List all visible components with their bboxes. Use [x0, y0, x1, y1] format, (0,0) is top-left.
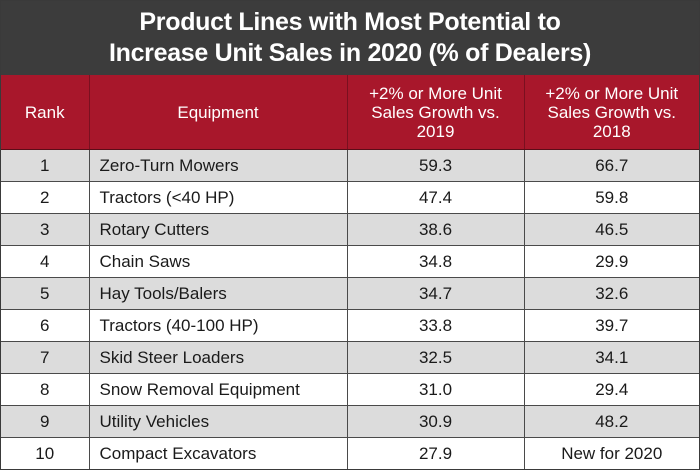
table-row: 3 Rotary Cutters 38.6 46.5	[1, 213, 699, 246]
table-row: 5 Hay Tools/Balers 34.7 32.6	[1, 277, 699, 310]
header-equipment: Equipment	[89, 75, 348, 150]
equipment-cell: Skid Steer Loaders	[89, 341, 348, 374]
rank-cell: 3	[1, 213, 90, 246]
header-row: Rank Equipment +2% or More Unit Sales Gr…	[1, 75, 699, 150]
rank-cell: 8	[1, 373, 90, 406]
rank-cell: 7	[1, 341, 90, 374]
table-row: 2 Tractors (<40 HP) 47.4 59.8	[1, 181, 699, 214]
data-table: Rank Equipment +2% or More Unit Sales Gr…	[1, 75, 699, 469]
rank-cell: 2	[1, 181, 90, 214]
equipment-cell: Snow Removal Equipment	[89, 373, 348, 406]
value-vs-2018-cell: 34.1	[524, 341, 699, 374]
rank-cell: 6	[1, 309, 90, 342]
table-row: 6 Tractors (40-100 HP) 33.8 39.7	[1, 309, 699, 342]
equipment-cell: Utility Vehicles	[89, 405, 348, 438]
value-vs-2019-cell: 34.7	[347, 277, 525, 310]
header-vs-2018: +2% or More Unit Sales Growth vs. 2018	[524, 75, 699, 150]
header-vs-2019: +2% or More Unit Sales Growth vs. 2019	[347, 75, 525, 150]
header-rank: Rank	[1, 75, 90, 150]
equipment-cell: Tractors (40-100 HP)	[89, 309, 348, 342]
value-vs-2019-cell: 31.0	[347, 373, 525, 406]
chart-title: Product Lines with Most Potential to Inc…	[1, 1, 699, 75]
table-row: 9 Utility Vehicles 30.9 48.2	[1, 405, 699, 438]
value-vs-2018-cell: 48.2	[524, 405, 699, 438]
value-vs-2018-cell: 29.9	[524, 245, 699, 278]
title-line-1: Product Lines with Most Potential to	[139, 8, 561, 36]
table-row: 8 Snow Removal Equipment 31.0 29.4	[1, 373, 699, 406]
value-vs-2019-cell: 30.9	[347, 405, 525, 438]
table-body: 1 Zero-Turn Mowers 59.3 66.7 2 Tractors (<40 …	[1, 149, 699, 469]
value-vs-2018-cell: 39.7	[524, 309, 699, 342]
table-row: 7 Skid Steer Loaders 32.5 34.1	[1, 341, 699, 374]
table-row: 10 Compact Excavators 27.9 New for 2020	[1, 437, 699, 469]
equipment-cell: Rotary Cutters	[89, 213, 348, 246]
equipment-cell: Zero-Turn Mowers	[89, 149, 348, 182]
value-vs-2019-cell: 34.8	[347, 245, 525, 278]
rank-cell: 5	[1, 277, 90, 310]
value-vs-2018-cell: 32.6	[524, 277, 699, 310]
equipment-cell: Chain Saws	[89, 245, 348, 278]
value-vs-2018-cell: 46.5	[524, 213, 699, 246]
rank-cell: 1	[1, 149, 90, 182]
equipment-cell: Hay Tools/Balers	[89, 277, 348, 310]
table-row: 1 Zero-Turn Mowers 59.3 66.7	[1, 149, 699, 182]
equipment-cell: Tractors (<40 HP)	[89, 181, 348, 214]
value-vs-2018-cell: 66.7	[524, 149, 699, 182]
value-vs-2019-cell: 59.3	[347, 149, 525, 182]
equipment-cell: Compact Excavators	[89, 437, 348, 469]
value-vs-2018-cell: New for 2020	[524, 437, 699, 469]
rank-cell: 4	[1, 245, 90, 278]
rank-cell: 10	[1, 437, 90, 469]
title-line-2: Increase Unit Sales in 2020 (% of Dealer…	[108, 39, 592, 67]
value-vs-2018-cell: 29.4	[524, 373, 699, 406]
value-vs-2019-cell: 32.5	[347, 341, 525, 374]
table-row: 4 Chain Saws 34.8 29.9	[1, 245, 699, 278]
value-vs-2019-cell: 38.6	[347, 213, 525, 246]
value-vs-2019-cell: 27.9	[347, 437, 525, 469]
value-vs-2018-cell: 59.8	[524, 181, 699, 214]
rank-cell: 9	[1, 405, 90, 438]
value-vs-2019-cell: 47.4	[347, 181, 525, 214]
value-vs-2019-cell: 33.8	[347, 309, 525, 342]
